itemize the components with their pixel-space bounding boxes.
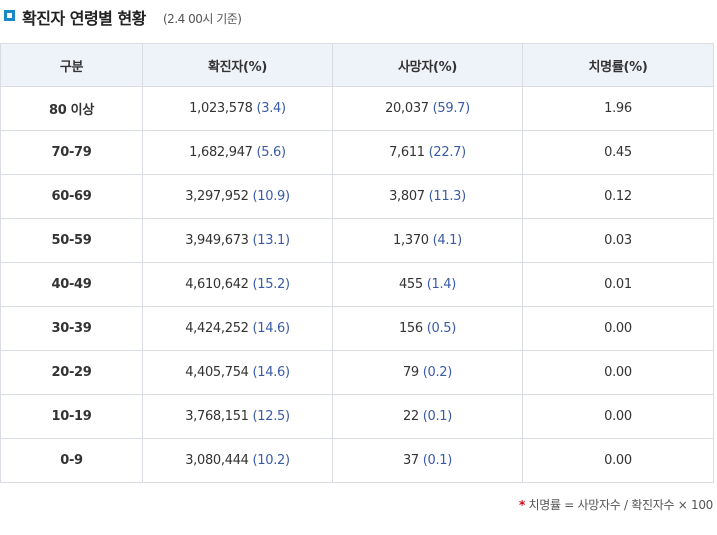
footnote: * 치명률 = 사망자수 / 확진자수 × 100 [519, 496, 713, 513]
deaths-cell: 22 (0.1) [332, 394, 523, 439]
cases-cell: 4,610,642 (15.2) [142, 262, 333, 307]
deaths-value: 1,370 [393, 233, 429, 248]
cases-percent: (14.6) [252, 365, 291, 380]
table-row: 0-9 3,080,444 (10.2) 37 (0.1) 0.00 [0, 438, 714, 483]
cases-percent: (12.5) [252, 409, 291, 424]
fatality-rate-cell: 0.03 [522, 218, 714, 263]
age-group-cell: 50-59 [0, 218, 143, 263]
cases-percent: (13.1) [252, 233, 291, 248]
table-row: 80 이상 1,023,578 (3.4) 20,037 (59.7) 1.96 [0, 86, 714, 131]
table-header-row: 구분 확진자(%) 사망자(%) 치명률(%) [0, 43, 714, 87]
deaths-cell: 20,037 (59.7) [332, 86, 523, 131]
cases-percent: (10.2) [252, 453, 291, 468]
cases-value: 1,682,947 [189, 145, 253, 160]
footnote-marker: * [519, 498, 525, 512]
cases-cell: 1,682,947 (5.6) [142, 130, 333, 175]
deaths-percent: (0.5) [426, 321, 457, 336]
deaths-value: 37 [402, 453, 419, 468]
table-row: 30-39 4,424,252 (14.6) 156 (0.5) 0.00 [0, 306, 714, 351]
cases-percent: (5.6) [256, 145, 286, 160]
deaths-cell: 455 (1.4) [332, 262, 523, 307]
cases-value: 4,424,252 [185, 321, 249, 336]
deaths-percent: (0.1) [422, 453, 453, 468]
cases-percent: (15.2) [252, 277, 291, 292]
deaths-value: 22 [402, 409, 419, 424]
age-group-cell: 30-39 [0, 306, 143, 351]
age-group-cell: 80 이상 [0, 86, 143, 131]
cases-cell: 4,424,252 (14.6) [142, 306, 333, 351]
cases-cell: 1,023,578 (3.4) [142, 86, 333, 131]
page-subtitle: (2.4 00시 기준) [163, 12, 242, 26]
age-group-cell: 0-9 [0, 438, 143, 483]
column-header-cases: 확진자(%) [142, 43, 333, 87]
fatality-rate-cell: 0.00 [522, 394, 714, 439]
deaths-cell: 79 (0.2) [332, 350, 523, 395]
cases-value: 3,949,673 [185, 233, 249, 248]
deaths-percent: (1.4) [426, 277, 457, 292]
column-header-fatality-rate: 치명률(%) [522, 43, 714, 87]
fatality-rate-cell: 0.00 [522, 350, 714, 395]
cases-value: 3,297,952 [185, 189, 249, 204]
footnote-text: 치명률 = 사망자수 / 확진자수 × 100 [528, 498, 714, 512]
fatality-rate-cell: 0.12 [522, 174, 714, 219]
deaths-cell: 156 (0.5) [332, 306, 523, 351]
deaths-value: 3,807 [389, 189, 425, 204]
cases-percent: (3.4) [256, 101, 286, 116]
age-group-cell: 40-49 [0, 262, 143, 307]
deaths-value: 156 [398, 321, 423, 336]
cases-percent: (14.6) [252, 321, 291, 336]
deaths-percent: (22.7) [428, 145, 467, 160]
age-group-cell: 60-69 [0, 174, 143, 219]
table-body: 80 이상 1,023,578 (3.4) 20,037 (59.7) 1.96 70-… [0, 86, 714, 483]
deaths-percent: (59.7) [432, 101, 471, 116]
fatality-rate-cell: 1.96 [522, 86, 714, 131]
table-row: 70-79 1,682,947 (5.6) 7,611 (22.7) 0.45 [0, 130, 714, 175]
table-row: 40-49 4,610,642 (15.2) 455 (1.4) 0.01 [0, 262, 714, 307]
square-bullet-icon [4, 10, 15, 21]
cases-cell: 3,949,673 (13.1) [142, 218, 333, 263]
cases-value: 4,610,642 [185, 277, 249, 292]
table-row: 50-59 3,949,673 (13.1) 1,370 (4.1) 0.03 [0, 218, 714, 263]
deaths-value: 455 [398, 277, 423, 292]
deaths-cell: 3,807 (11.3) [332, 174, 523, 219]
table-row: 60-69 3,297,952 (10.9) 3,807 (11.3) 0.12 [0, 174, 714, 219]
deaths-value: 79 [402, 365, 419, 380]
deaths-percent: (4.1) [432, 233, 463, 248]
table-row: 10-19 3,768,151 (12.5) 22 (0.1) 0.00 [0, 394, 714, 439]
page-title: 확진자 연령별 현황 [22, 9, 146, 28]
column-header-deaths: 사망자(%) [332, 43, 523, 87]
cases-value: 1,023,578 [189, 101, 253, 116]
deaths-percent: (11.3) [428, 189, 467, 204]
deaths-percent: (0.2) [422, 365, 453, 380]
deaths-cell: 37 (0.1) [332, 438, 523, 483]
cases-cell: 3,080,444 (10.2) [142, 438, 333, 483]
column-header-category: 구분 [0, 43, 143, 87]
cases-percent: (10.9) [252, 189, 291, 204]
cases-value: 3,768,151 [185, 409, 249, 424]
fatality-rate-cell: 0.01 [522, 262, 714, 307]
fatality-rate-cell: 0.00 [522, 438, 714, 483]
fatality-rate-cell: 0.00 [522, 306, 714, 351]
deaths-value: 7,611 [389, 145, 425, 160]
deaths-value: 20,037 [385, 101, 429, 116]
cases-value: 4,405,754 [185, 365, 249, 380]
age-group-cell: 70-79 [0, 130, 143, 175]
cases-cell: 4,405,754 (14.6) [142, 350, 333, 395]
cases-cell: 3,297,952 (10.9) [142, 174, 333, 219]
fatality-rate-cell: 0.45 [522, 130, 714, 175]
section-title-bar: 확진자 연령별 현황 (2.4 00시 기준) [0, 0, 717, 40]
deaths-percent: (0.1) [422, 409, 453, 424]
age-group-cell: 10-19 [0, 394, 143, 439]
deaths-cell: 1,370 (4.1) [332, 218, 523, 263]
age-stats-table: 구분 확진자(%) 사망자(%) 치명률(%) 80 이상 1,023,578 (… [0, 43, 714, 483]
cases-value: 3,080,444 [185, 453, 249, 468]
cases-cell: 3,768,151 (12.5) [142, 394, 333, 439]
table-row: 20-29 4,405,754 (14.6) 79 (0.2) 0.00 [0, 350, 714, 395]
age-group-cell: 20-29 [0, 350, 143, 395]
deaths-cell: 7,611 (22.7) [332, 130, 523, 175]
